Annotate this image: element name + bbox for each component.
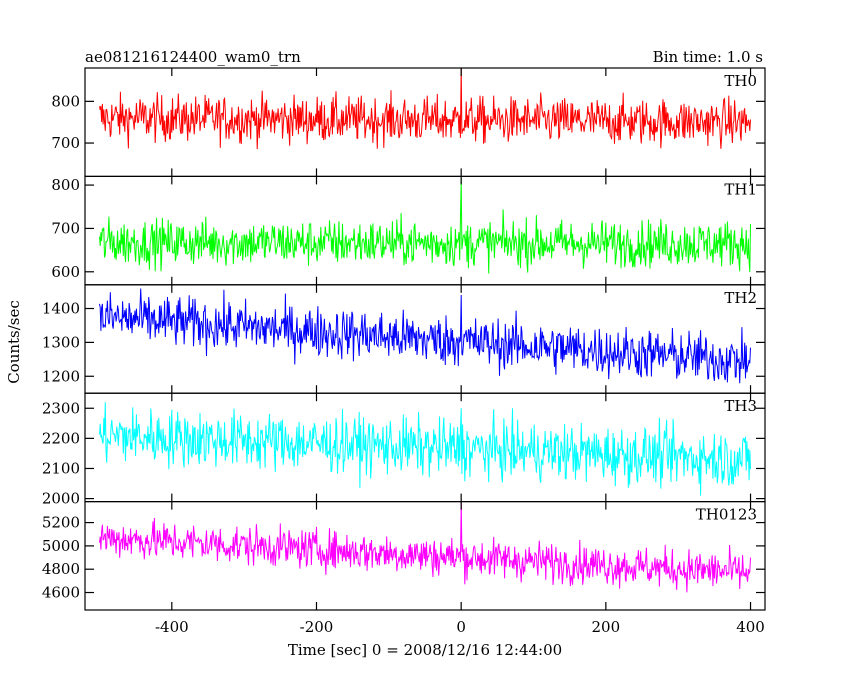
panel-label-th1: TH1 [724,180,757,198]
panel-label-th0: TH0 [724,72,757,90]
y-tick-label: 800 [51,92,80,110]
y-tick-label: 2100 [42,459,80,477]
y-tick-label: 4800 [42,560,80,578]
y-tick-label: 5200 [42,514,80,532]
x-tick-label: -400 [155,618,189,636]
y-tick-label: 4600 [42,584,80,602]
panel-frame-th0123 [84,501,766,611]
x-tick-label: 400 [736,618,765,636]
panel-label-th2: TH2 [724,289,757,307]
y-tick-label: 1400 [42,300,80,318]
x-tick-label: 0 [456,618,466,636]
y-tick-label: 2300 [42,399,80,417]
series-line-th1 [99,178,751,274]
series-line-th0123 [99,501,751,593]
x-tick-label: 200 [592,618,621,636]
x-axis-label: Time [sec] 0 = 2008/12/16 12:44:00 [288,641,562,659]
y-tick-label: 1300 [42,333,80,351]
y-tick-label: 2200 [42,429,80,447]
y-tick-label: 2000 [42,490,80,508]
panel-label-th3: TH3 [724,397,757,415]
series-line-th3 [99,402,751,496]
y-tick-label: 1200 [42,367,80,385]
y-axis-label: Counts/sec [5,300,23,384]
y-tick-label: 800 [51,176,80,194]
panel-label-th0123: TH0123 [696,506,757,524]
series-line-th2 [99,288,751,384]
series-line-th0 [99,68,751,150]
x-tick-label: -200 [300,618,334,636]
panel-frame-th1 [84,175,766,286]
y-tick-label: 700 [51,134,80,152]
y-tick-label: 600 [51,263,80,281]
figure-title: ae081216124400_wam0_trn [85,48,301,66]
y-tick-label: 700 [51,219,80,237]
bin-time-label: Bin time: 1.0 s [653,48,763,66]
y-tick-label: 5000 [42,537,80,555]
